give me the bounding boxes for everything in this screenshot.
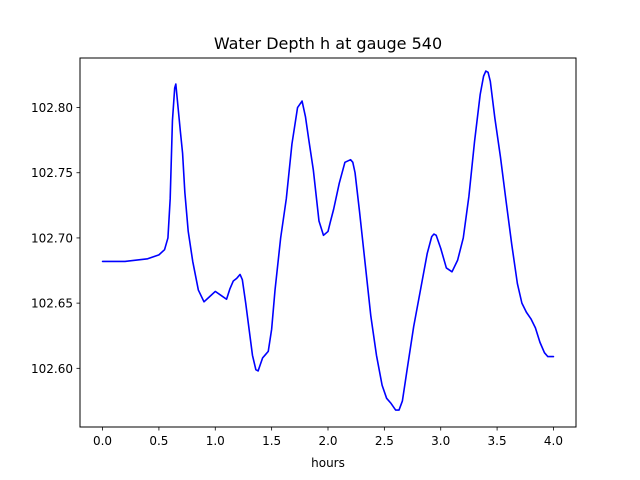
y-tick-label: 102.75 — [31, 166, 73, 180]
x-tick-label: 1.0 — [206, 434, 225, 448]
y-tick-label: 102.70 — [31, 231, 73, 245]
x-tick-label: 2.5 — [375, 434, 394, 448]
x-tick-label: 0.0 — [93, 434, 112, 448]
x-axis-label: hours — [311, 456, 345, 470]
y-axis: 102.60 102.65 102.70 102.75 102.80 — [31, 101, 80, 376]
x-tick-label: 2.0 — [318, 434, 337, 448]
y-tick-label: 102.65 — [31, 297, 73, 311]
y-tick-label: 102.80 — [31, 101, 73, 115]
x-tick-label: 1.5 — [262, 434, 281, 448]
chart-title: Water Depth h at gauge 540 — [214, 34, 442, 53]
x-tick-label: 3.0 — [431, 434, 450, 448]
x-axis: 0.0 0.5 1.0 1.5 2.0 2.5 3.0 3.5 4.0 — [93, 427, 563, 448]
series-line-water-depth — [101, 70, 555, 411]
y-tick-label: 102.60 — [31, 362, 73, 376]
x-tick-label: 3.5 — [488, 434, 507, 448]
plot-frame — [79, 57, 577, 428]
x-tick-label: 4.0 — [544, 434, 563, 448]
x-tick-label: 0.5 — [149, 434, 168, 448]
